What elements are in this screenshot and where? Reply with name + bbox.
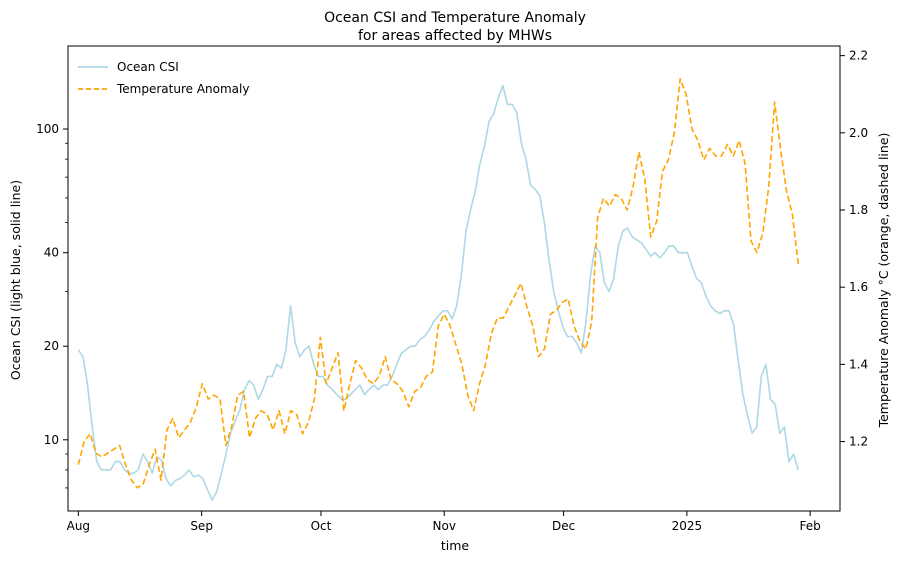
y-left-axis-label: Ocean CSI (light blue, solid line): [8, 180, 23, 380]
x-tick-label-3: Nov: [433, 519, 456, 533]
x-tick-label-6: Feb: [800, 519, 821, 533]
y-right-axis: 1.2 1.4 1.6 1.8 2.0 2.2: [840, 49, 868, 449]
x-tick-label-1: Sep: [190, 519, 213, 533]
chart-title: Ocean CSI and Temperature Anomaly: [324, 10, 586, 26]
y-right-tick-label-1: 1.4: [849, 357, 868, 371]
chart-subtitle: for areas affected by MHWs: [358, 28, 552, 44]
x-tick-label-2: Oct: [311, 519, 332, 533]
legend-temp-label: Temperature Anomaly: [116, 82, 249, 96]
x-axis: Aug Sep Oct Nov Dec 2025 Feb: [67, 511, 821, 533]
y-left-tick-label-1: 20: [44, 339, 59, 353]
y-left-tick-label-3: 100: [36, 122, 59, 136]
ocean-csi-line: [77, 84, 799, 501]
y-left-tick-label-2: 40: [44, 246, 59, 260]
y-right-tick-label-2: 1.6: [849, 280, 868, 294]
y-right-tick-label-0: 1.2: [849, 435, 868, 449]
y-left-tick-label-0: 10: [44, 433, 59, 447]
plot-frame: [67, 45, 841, 512]
y-right-tick-label-3: 1.8: [849, 203, 868, 217]
temperature-anomaly-line: [77, 78, 799, 489]
x-axis-label: time: [441, 538, 470, 553]
legend: Ocean CSI Temperature Anomaly: [78, 60, 249, 96]
x-tick-label-4: Dec: [552, 519, 575, 533]
x-tick-label-0: Aug: [67, 519, 90, 533]
y-left-axis: 10 20 40 100: [36, 122, 68, 489]
legend-csi-label: Ocean CSI: [117, 60, 179, 74]
y-right-axis-label: Temperature Anomaly °C (orange, dashed l…: [876, 133, 891, 429]
y-right-tick-label-4: 2.0: [849, 126, 868, 140]
chart-title-group: Ocean CSI and Temperature Anomaly for ar…: [324, 10, 586, 44]
series-layer: [77, 78, 799, 501]
x-tick-label-5: 2025: [672, 519, 703, 533]
y-right-tick-label-5: 2.2: [849, 49, 868, 63]
